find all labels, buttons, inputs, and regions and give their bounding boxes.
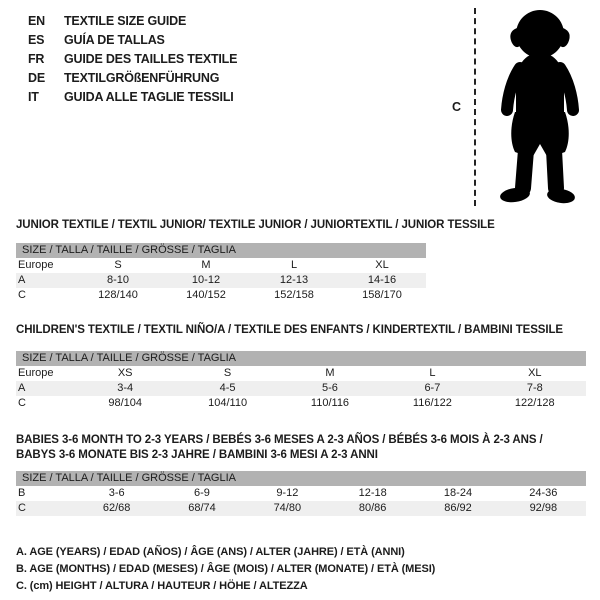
language-title: GUIDA ALLE TAGLIE TESSILI <box>64 90 234 104</box>
size-cell: 10-12 <box>191 274 221 286</box>
language-code: ES <box>28 33 45 47</box>
row-label: C <box>18 289 26 301</box>
page-header: EN TEXTILE SIZE GUIDE ES GUÍA DE TALLAS … <box>0 0 600 208</box>
language-row-en: EN TEXTILE SIZE GUIDE <box>28 12 237 31</box>
size-cell: 110/116 <box>310 397 350 409</box>
language-code: IT <box>28 90 39 104</box>
legend-line-a: A. AGE (YEARS) / EDAD (AÑOS) / ÂGE (ANS)… <box>16 546 405 558</box>
section-junior: JUNIOR TEXTILE / TEXTIL JUNIOR/ TEXTILE … <box>16 218 586 303</box>
size-cell: 74/80 <box>273 502 302 514</box>
section-title: JUNIOR TEXTILE / TEXTIL JUNIOR/ TEXTILE … <box>16 219 495 231</box>
size-cell: M <box>325 367 335 379</box>
size-cell: 3-4 <box>117 382 134 394</box>
dashed-measure-line <box>474 8 476 206</box>
size-cell: 12-18 <box>358 487 387 499</box>
babies-size-table: SIZE / TALLA / TAILLE / GRÖSSE / TAGLIA B… <box>16 471 586 516</box>
size-cell: 158/170 <box>362 289 402 301</box>
row-label: A <box>18 382 26 394</box>
size-cell: 5-6 <box>322 382 338 394</box>
size-cell: L <box>429 367 436 379</box>
size-cell: 14-16 <box>367 274 397 286</box>
size-cell: 3-6 <box>108 487 125 499</box>
size-cell: 152/158 <box>274 289 314 301</box>
size-cell: 62/68 <box>102 502 131 514</box>
size-cell: 92/98 <box>529 502 558 514</box>
table-header-bar: SIZE / TALLA / TAILLE / GRÖSSE / TAGLIA <box>16 351 586 366</box>
table-header-bar: SIZE / TALLA / TAILLE / GRÖSSE / TAGLIA <box>16 471 586 486</box>
language-row-es: ES GUÍA DE TALLAS <box>28 31 237 50</box>
junior-size-table: SIZE / TALLA / TAILLE / GRÖSSE / TAGLIA E… <box>16 243 426 303</box>
size-cell: 4-5 <box>219 382 236 394</box>
row-label: Europe <box>18 259 54 271</box>
section-children: CHILDREN'S TEXTILE / TEXTIL NIÑO/A / TEX… <box>16 323 586 411</box>
footnote-legend: A. AGE (YEARS) / EDAD (AÑOS) / ÂGE (ANS)… <box>16 544 586 595</box>
size-cell: 86/92 <box>444 502 472 514</box>
height-measure-figure: C <box>420 8 596 206</box>
table-row: Europe XS S M L XL <box>16 366 586 381</box>
size-cell: 98/104 <box>108 397 143 409</box>
size-cell: 128/140 <box>98 289 138 301</box>
language-title: GUIDE DES TAILLES TEXTILE <box>64 52 238 66</box>
size-cell: 6-7 <box>424 382 441 394</box>
legend-line-b: B. AGE (MONTHS) / EDAD (MESES) / ÂGE (MO… <box>16 563 436 575</box>
language-row-it: IT GUIDA ALLE TAGLIE TESSILI <box>28 88 237 107</box>
language-title-block: EN TEXTILE SIZE GUIDE ES GUÍA DE TALLAS … <box>28 12 237 107</box>
row-label: Europe <box>18 367 54 379</box>
row-label: A <box>18 274 26 286</box>
size-cell: 12-13 <box>279 274 309 286</box>
language-title: TEXTILGRÖßENFÜHRUNG <box>64 71 220 85</box>
size-cell: XS <box>117 367 133 379</box>
table-row: Europe S M L XL <box>16 258 426 273</box>
language-title: GUÍA DE TALLAS <box>64 33 165 47</box>
size-cell: 122/128 <box>514 397 555 409</box>
size-cell: XL <box>528 367 542 379</box>
language-title: TEXTILE SIZE GUIDE <box>64 14 187 28</box>
size-cell: L <box>290 259 298 271</box>
section-title: BABIES 3-6 MONTH TO 2-3 YEARS / BEBÉS 3-… <box>16 434 543 446</box>
table-row: C 98/104 104/110 110/116 116/122 122/128 <box>16 396 586 411</box>
language-code: DE <box>28 71 45 85</box>
size-cell: S <box>223 367 232 379</box>
size-cell: 8-10 <box>106 274 130 286</box>
table-row: A 8-10 10-12 12-13 14-16 <box>16 273 426 288</box>
size-cell: 116/122 <box>412 397 452 409</box>
language-row-de: DE TEXTILGRÖßENFÜHRUNG <box>28 69 237 88</box>
row-label: B <box>18 487 26 499</box>
size-cell: XL <box>375 259 389 271</box>
size-cell: 7-8 <box>526 382 543 394</box>
size-cell: 24-36 <box>529 487 558 499</box>
table-header-bar: SIZE / TALLA / TAILLE / GRÖSSE / TAGLIA <box>16 243 426 258</box>
tables-area: JUNIOR TEXTILE / TEXTIL JUNIOR/ TEXTILE … <box>0 218 600 595</box>
row-label: C <box>18 397 26 409</box>
language-code: EN <box>28 14 45 28</box>
size-cell: 18-24 <box>443 487 473 499</box>
table-row: C 128/140 140/152 152/158 158/170 <box>16 288 426 303</box>
measure-c-label: C <box>452 100 462 114</box>
size-cell: 140/152 <box>186 289 226 301</box>
language-code: FR <box>28 52 45 66</box>
size-cell: M <box>201 259 211 271</box>
table-row: A 3-4 4-5 5-6 6-7 7-8 <box>16 381 586 396</box>
legend-line-c: C. (cm) HEIGHT / ALTURA / HAUTEUR / HÖHE… <box>16 580 308 592</box>
children-size-table: SIZE / TALLA / TAILLE / GRÖSSE / TAGLIA E… <box>16 351 586 411</box>
section-babies: BABIES 3-6 MONTH TO 2-3 YEARS / BEBÉS 3-… <box>16 433 586 516</box>
size-cell: 80/86 <box>358 502 387 514</box>
toddler-silhouette-image <box>500 10 579 204</box>
size-cell: 68/74 <box>188 502 216 514</box>
table-row: C 62/68 68/74 74/80 80/86 86/92 92/98 <box>16 501 586 516</box>
size-cell: 6-9 <box>194 487 210 499</box>
size-cell: S <box>114 259 122 271</box>
table-row: B 3-6 6-9 9-12 12-18 18-24 24-36 <box>16 486 586 501</box>
section-title-line2: BABYS 3-6 MONATE BIS 2-3 JAHRE / BAMBINI… <box>16 449 378 461</box>
section-title: CHILDREN'S TEXTILE / TEXTIL NIÑO/A / TEX… <box>16 324 563 336</box>
size-cell: 104/110 <box>208 397 248 409</box>
language-row-fr: FR GUIDE DES TAILLES TEXTILE <box>28 50 237 69</box>
row-label: C <box>18 502 26 514</box>
size-cell: 9-12 <box>276 487 299 499</box>
